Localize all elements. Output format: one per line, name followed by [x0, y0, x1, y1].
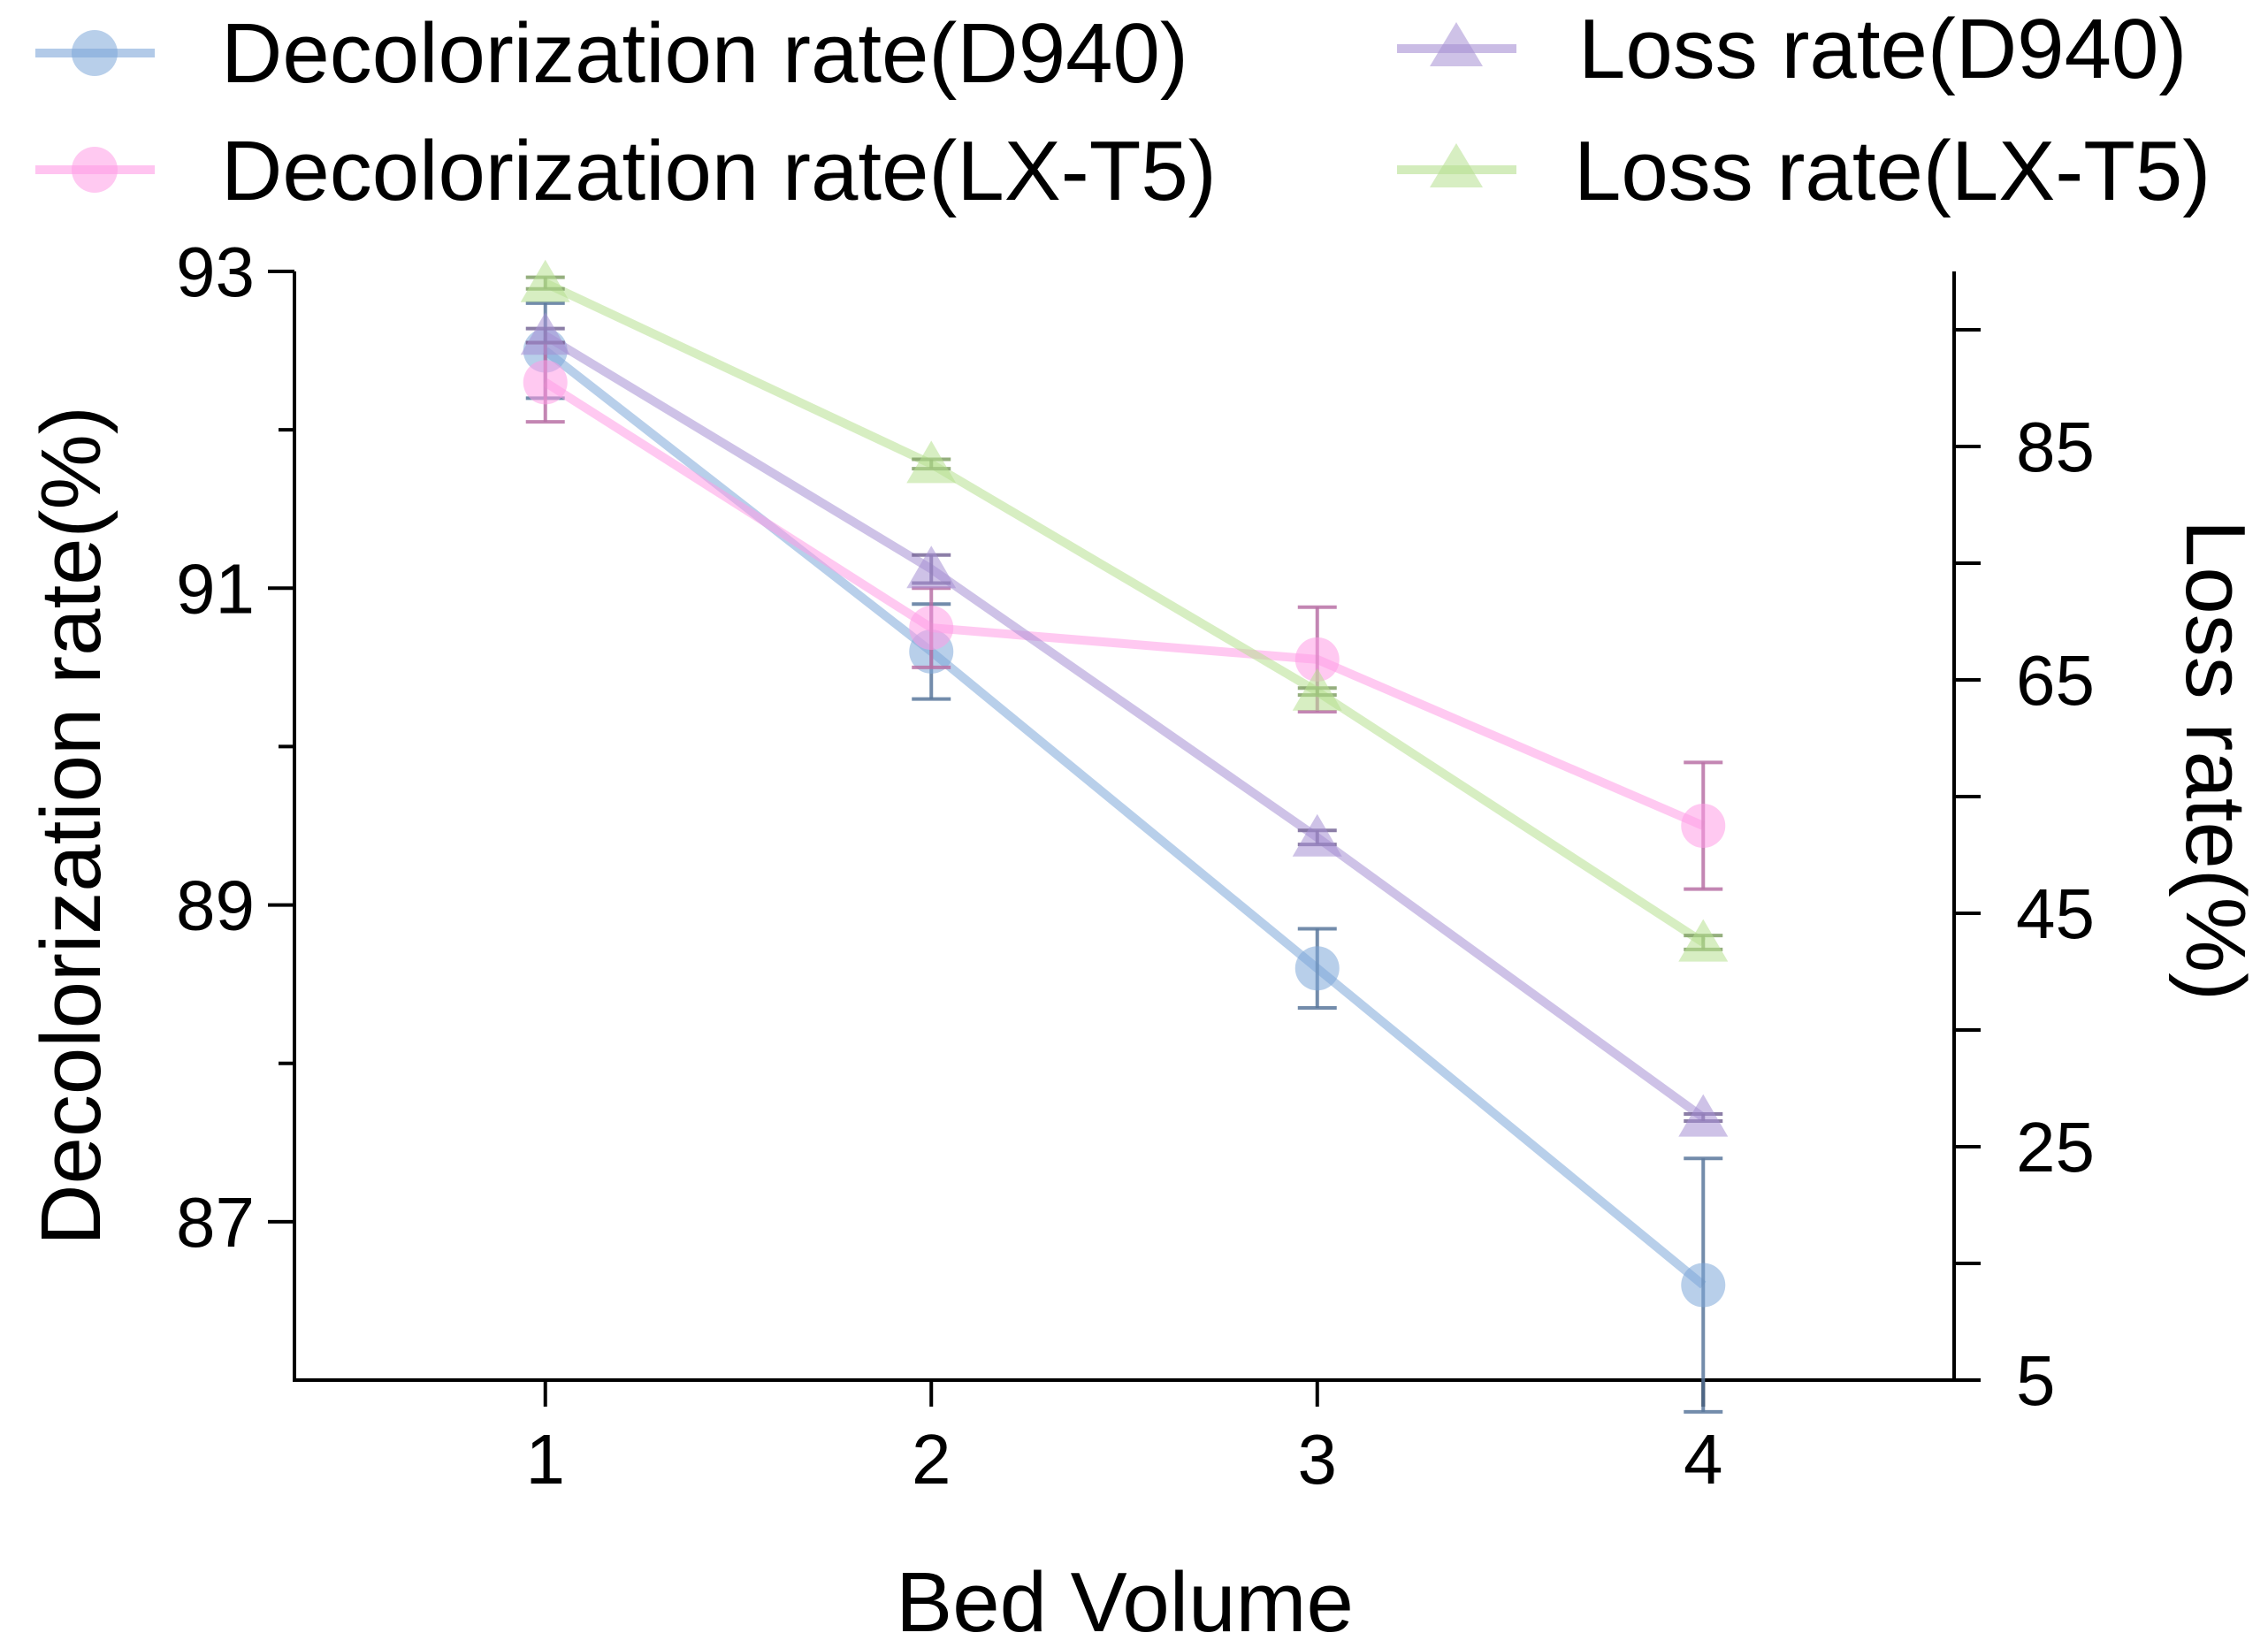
legend-marker-loss-d940 — [1430, 22, 1483, 66]
left-y-tick-label-89: 89 — [176, 866, 255, 945]
data-point-loss-rate-d940-3 — [1292, 813, 1342, 857]
series-line-loss-rate-d940 — [543, 332, 1707, 1122]
left-y-tick-label-91: 91 — [176, 549, 255, 628]
legend-entry-loss-lxt5: Loss rate(LX-T5) — [1397, 124, 2211, 218]
data-point-decolorization-rate-d940-3 — [1294, 946, 1340, 991]
legend-marker-decolorization-lxt5 — [72, 147, 118, 193]
legend-label-loss-lxt5: Loss rate(LX-T5) — [1574, 124, 2211, 218]
legend-marker-decolorization-d940 — [72, 30, 118, 76]
data-point-loss-rate-lx-t5-3 — [1292, 668, 1342, 711]
left-y-axis-title: Decolorization rate(%) — [24, 406, 118, 1246]
data-point-decolorization-rate-lx-t5-3 — [1294, 637, 1340, 682]
right-y-tick-label-85: 85 — [2016, 408, 2095, 486]
right-y-axis-title: Loss rate(%) — [2168, 520, 2263, 1001]
data-point-loss-rate-lx-t5-1 — [520, 259, 570, 302]
series-line-loss-rate-lx-t5 — [543, 278, 1706, 947]
legend-entry-decolorization-lxt5: Decolorization rate(LX-T5) — [35, 124, 1217, 218]
plot-area — [520, 259, 1729, 1414]
left-y-tick-label-87: 87 — [176, 1183, 255, 1262]
x-ticks: 1 2 3 4 — [525, 1380, 1723, 1499]
legend-label-decolorization-lxt5: Decolorization rate(LX-T5) — [221, 124, 1217, 218]
legend-entry-decolorization-d940: Decolorization rate(D940) — [35, 6, 1188, 101]
x-axis-title: Bed Volume — [896, 1555, 1354, 1648]
legend-marker-loss-lxt5 — [1430, 143, 1483, 187]
data-point-loss-rate-d940-2 — [906, 546, 957, 589]
left-y-ticks: 87 89 91 93 — [176, 233, 294, 1262]
data-point-decolorization-rate-lx-t5-2 — [909, 606, 954, 651]
data-point-loss-rate-d940-4 — [1678, 1094, 1729, 1137]
right-y-tick-label-5: 5 — [2016, 1341, 2056, 1420]
right-y-tick-label-45: 45 — [2016, 874, 2095, 953]
data-point-decolorization-rate-lx-t5-1 — [523, 360, 568, 405]
series-loss-rate-lx-t5 — [520, 259, 1729, 962]
x-tick-label-1: 1 — [525, 1420, 565, 1499]
data-point-loss-rate-lx-t5-4 — [1678, 919, 1729, 962]
legend-entry-loss-d940: Loss rate(D940) — [1397, 2, 2187, 96]
series-decolorization-rate-d940 — [523, 301, 1726, 1414]
right-y-tick-label-25: 25 — [2016, 1108, 2095, 1186]
x-tick-label-3: 3 — [1298, 1420, 1338, 1499]
right-y-ticks: 5 25 45 65 85 — [1954, 328, 2095, 1420]
series-loss-rate-d940 — [520, 312, 1729, 1137]
series-decolorization-rate-lx-t5 — [523, 340, 1726, 891]
legend: Decolorization rate(D940) Decolorization… — [35, 2, 2211, 218]
data-point-loss-rate-d940-1 — [520, 312, 570, 355]
legend-label-decolorization-d940: Decolorization rate(D940) — [221, 6, 1188, 101]
right-y-tick-label-65: 65 — [2016, 641, 2095, 720]
series-line-decolorization-rate-lx-t5 — [543, 378, 1706, 830]
axes: 1 2 3 4 87 89 91 93 5 25 45 65 85 — [176, 233, 2095, 1499]
data-point-decolorization-rate-lx-t5-4 — [1681, 804, 1726, 848]
data-point-decolorization-rate-d940-4 — [1681, 1263, 1726, 1308]
legend-label-loss-d940: Loss rate(D940) — [1578, 2, 2187, 96]
x-tick-label-2: 2 — [912, 1420, 951, 1499]
data-point-loss-rate-lx-t5-2 — [906, 440, 957, 484]
x-tick-label-4: 4 — [1684, 1420, 1723, 1499]
left-y-tick-label-93: 93 — [176, 233, 255, 311]
